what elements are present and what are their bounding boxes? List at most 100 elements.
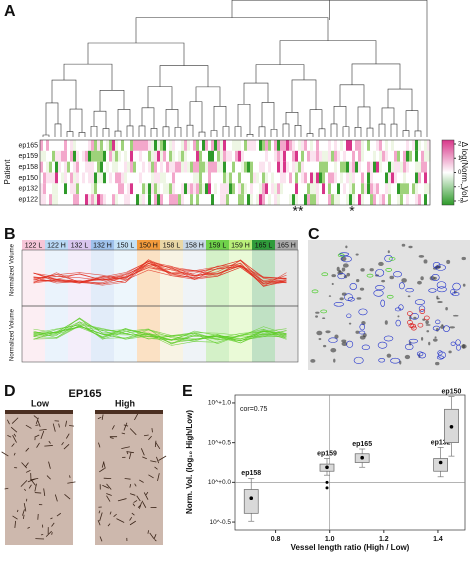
dendrogram-branch xyxy=(355,127,361,137)
heatmap-cell xyxy=(397,194,400,205)
heatmap-cell xyxy=(253,140,256,151)
heatmap-cell xyxy=(226,151,229,162)
heatmap-cell xyxy=(217,140,220,151)
heatmap-cell xyxy=(250,151,253,162)
heatmap-cell xyxy=(97,183,100,194)
row-label: ep132 xyxy=(19,186,39,193)
gel-spot xyxy=(435,362,439,365)
heatmap-cell xyxy=(322,183,325,194)
heatmap-cell xyxy=(247,183,250,194)
heatmap-cell xyxy=(379,140,382,151)
heatmap-cell xyxy=(226,173,229,184)
heatmap-cell xyxy=(244,183,247,194)
heatmap-cell xyxy=(127,162,130,173)
heatmap-cell xyxy=(286,151,289,162)
heatmap-cell xyxy=(49,140,52,151)
y-tick-label: 10^-0.5 xyxy=(210,519,232,526)
heatmap-cell xyxy=(109,194,112,205)
heatmap-cell xyxy=(340,151,343,162)
heatmap-cell xyxy=(292,151,295,162)
heatmap-cell xyxy=(241,173,244,184)
heatmap-cell xyxy=(115,151,118,162)
heatmap-cell xyxy=(325,162,328,173)
heatmap-cell xyxy=(61,162,64,173)
gel-spot xyxy=(356,253,359,255)
gel-spot xyxy=(417,281,422,285)
gel-spot xyxy=(408,295,411,297)
heatmap-cell xyxy=(202,194,205,205)
gel-spot xyxy=(315,312,319,314)
heatmap-cell xyxy=(283,151,286,162)
heatmap-cell xyxy=(253,183,256,194)
heatmap-cell xyxy=(214,140,217,151)
heatmap-cell xyxy=(415,183,418,194)
series-label: ep165 xyxy=(352,441,372,448)
heatmap-cell xyxy=(64,194,67,205)
heatmap-cell xyxy=(187,194,190,205)
heatmap-cell xyxy=(73,151,76,162)
heatmap-cell xyxy=(112,162,115,173)
heatmap-cell xyxy=(64,183,67,194)
heatmap-cell xyxy=(112,151,115,162)
heatmap-cell xyxy=(190,162,193,173)
heatmap-cell xyxy=(418,173,421,184)
heatmap-cell xyxy=(115,140,118,151)
gel-spot xyxy=(345,246,347,249)
heatmap-cell xyxy=(226,194,229,205)
heatmap-cell xyxy=(133,173,136,184)
heatmap-cell xyxy=(214,151,217,162)
axis-label: Normalized Volume xyxy=(10,243,16,296)
heatmap-cell xyxy=(181,183,184,194)
dendrogram-branch xyxy=(142,108,154,129)
heatmap-cell xyxy=(259,183,262,194)
heatmap-cell xyxy=(334,162,337,173)
heatmap-cell xyxy=(322,173,325,184)
heatmap-cell xyxy=(301,194,304,205)
heatmap-cell xyxy=(313,140,316,151)
tissue-edge xyxy=(5,410,73,414)
heatmap-cell xyxy=(352,162,355,173)
heatmap-cell xyxy=(319,194,322,205)
heatmap-cell xyxy=(265,140,268,151)
row-label: ep150 xyxy=(19,175,39,182)
heatmap-cell xyxy=(226,140,229,151)
dendrogram-branch xyxy=(382,108,394,124)
colorbar-tick-label: -1 xyxy=(458,184,464,190)
heatmap-cell xyxy=(280,151,283,162)
gel-spot xyxy=(405,355,410,359)
heatmap-cell xyxy=(388,194,391,205)
gel-spot xyxy=(387,354,392,358)
heatmap-cell xyxy=(421,151,424,162)
gel-spot xyxy=(349,323,351,325)
heatmap-cell xyxy=(46,140,49,151)
heatmap-cell xyxy=(160,140,163,151)
heatmap-cell xyxy=(154,151,157,162)
heatmap-cell xyxy=(364,173,367,184)
heatmap-cell xyxy=(403,140,406,151)
heatmap-cell xyxy=(265,194,268,205)
heatmap-cell xyxy=(256,140,259,151)
heatmap-cell xyxy=(235,140,238,151)
dendrogram-branch xyxy=(403,131,409,137)
heatmap-cell xyxy=(187,173,190,184)
heatmap-cell xyxy=(283,194,286,205)
x-tick-label: 1.0 xyxy=(325,536,335,543)
heatmap-cell xyxy=(217,183,220,194)
heatmap-cell xyxy=(415,173,418,184)
heatmap-cell xyxy=(73,162,76,173)
heatmap-cell xyxy=(193,151,196,162)
gel-spot xyxy=(433,338,438,341)
heatmap-cell xyxy=(49,173,52,184)
group-label: 122 L xyxy=(25,242,43,249)
heatmap-cell xyxy=(154,194,157,205)
heatmap-cell xyxy=(238,151,241,162)
heatmap-cell xyxy=(418,194,421,205)
heatmap-cell xyxy=(106,194,109,205)
heatmap-cell xyxy=(337,183,340,194)
heatmap-cell xyxy=(358,151,361,162)
heatmap-cell xyxy=(412,151,415,162)
heatmap-cell xyxy=(118,173,121,184)
heatmap-cell xyxy=(295,173,298,184)
heatmap-cell xyxy=(280,140,283,151)
heatmap-cell xyxy=(220,140,223,151)
